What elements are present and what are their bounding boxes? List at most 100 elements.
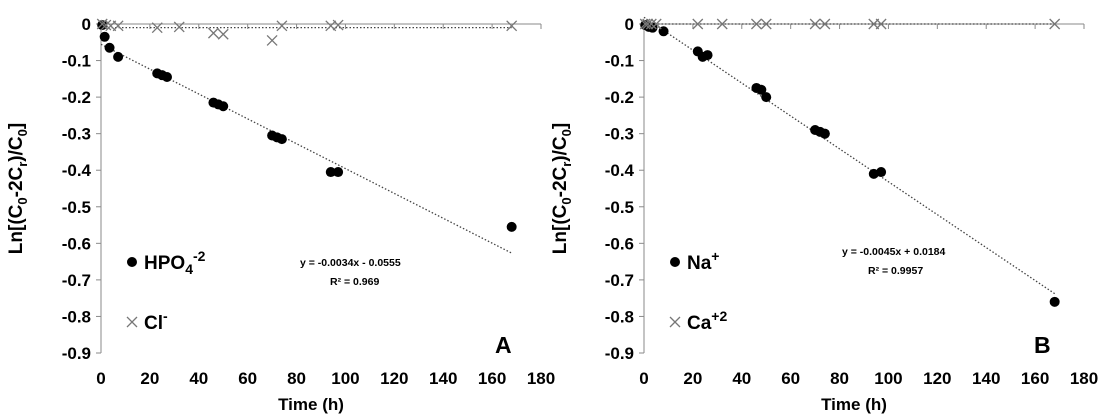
- y-tick-label: -0.2: [605, 88, 634, 107]
- y-axis-title-part: 0: [559, 129, 574, 136]
- series-x: [639, 18, 1061, 30]
- y-axis-title: Ln[(C0-2Cr)/C0]: [6, 123, 30, 254]
- x-tick-label: 80: [287, 369, 306, 388]
- legend-label: Cl-: [144, 308, 168, 334]
- y-axis-title-part: Ln[(C: [550, 204, 571, 254]
- y-axis-title: Ln[(C0-2Cr)/C0]: [550, 123, 574, 254]
- data-point: [756, 84, 767, 95]
- data-point: [760, 18, 772, 30]
- x-tick-label: 100: [874, 369, 902, 388]
- legend-entry: Cl-: [126, 308, 168, 334]
- y-tick-label: -0.1: [605, 52, 634, 71]
- legend-label-sup: +2: [711, 308, 727, 324]
- data-point: [702, 50, 713, 61]
- trendline-equation: y = -0.0034x - 0.0555: [300, 257, 401, 269]
- data-point: [276, 20, 288, 32]
- y-axis-title-part: ]: [6, 123, 27, 129]
- legend-label-base: Na: [687, 253, 712, 274]
- legend-entry: HPO4-2: [127, 248, 206, 277]
- x-axis-title: Time (h): [821, 395, 887, 414]
- x-tick-label: 60: [238, 369, 257, 388]
- x-tick-label: 180: [1070, 369, 1098, 388]
- x-tick-label: 20: [683, 369, 702, 388]
- data-point: [104, 42, 115, 53]
- x-tick-label: 120: [923, 369, 951, 388]
- legend-entry: Ca+2: [669, 308, 727, 334]
- legend-label-sup: -: [163, 308, 168, 324]
- x-tick-label: 40: [732, 369, 751, 388]
- y-axis-title-part: 0: [15, 129, 30, 136]
- data-point: [113, 51, 124, 62]
- legend-marker: [670, 257, 680, 267]
- y-tick-label: -0.2: [62, 88, 91, 107]
- data-point: [716, 18, 728, 30]
- legend-label-sub: 4: [185, 261, 193, 277]
- legend-label-base: Ca: [687, 313, 712, 334]
- legend-label: Ca+2: [687, 308, 727, 334]
- y-tick-label: 0: [82, 15, 91, 34]
- y-axis-title-part: r: [15, 162, 30, 167]
- legend-label: Na+: [687, 248, 719, 274]
- x-tick-label: 100: [331, 369, 359, 388]
- y-axis-title-part: -2C: [550, 166, 571, 197]
- legend-label-base: HPO: [144, 253, 185, 274]
- legend-marker: [126, 316, 138, 328]
- data-point: [876, 167, 887, 178]
- y-tick-label: -0.5: [62, 198, 91, 217]
- panel-label: B: [1034, 332, 1051, 358]
- x-tick-label: 0: [96, 369, 105, 388]
- y-axis-title-part: -2C: [6, 166, 27, 197]
- data-point: [1049, 296, 1060, 307]
- y-axis-title-part: ]: [550, 123, 571, 129]
- series-x: [96, 18, 518, 46]
- x-tick-label: 140: [429, 369, 457, 388]
- data-point: [97, 20, 108, 31]
- y-tick-label: -0.7: [62, 271, 91, 290]
- chart-panel-a: 0 -0.1 -0.2 -0.3 -0.4 -0.5 -0.6 -0.7 -0.8 -0.9 0 20…: [6, 15, 555, 414]
- y-tick-label: -0.8: [62, 307, 91, 326]
- data-point: [692, 18, 704, 30]
- y-tick-label: -0.9: [605, 344, 634, 363]
- legend-entry: Na+: [670, 248, 719, 274]
- data-point: [99, 31, 110, 42]
- x-tick-label: 0: [639, 369, 648, 388]
- panel-label: A: [495, 332, 512, 358]
- legend-label-base: Cl: [144, 313, 163, 334]
- legend-marker: [127, 257, 137, 267]
- y-axis-title-part: 0: [15, 197, 30, 204]
- data-point: [1049, 18, 1061, 30]
- y-axis-title-part: )/C: [6, 136, 27, 162]
- data-point: [809, 18, 821, 30]
- y-tick-label: -0.4: [605, 161, 635, 180]
- y-tick-label: -0.3: [62, 125, 91, 144]
- data-point: [218, 101, 229, 112]
- y-tick-label: -0.4: [62, 161, 92, 180]
- y-tick-label: -0.3: [605, 125, 634, 144]
- data-point: [112, 20, 124, 32]
- data-point: [173, 21, 185, 33]
- trendline-equation: y = -0.0045x + 0.0184: [842, 246, 945, 258]
- legend-marker: [669, 316, 681, 328]
- data-point: [332, 19, 344, 31]
- y-tick-label: -0.6: [62, 234, 91, 253]
- data-point: [151, 22, 163, 34]
- y-tick-label: -0.8: [605, 307, 634, 326]
- data-point: [819, 18, 831, 30]
- legend-label: HPO4-2: [144, 248, 206, 277]
- data-point: [266, 34, 278, 46]
- data-point: [325, 167, 336, 178]
- data-point: [645, 18, 657, 30]
- data-point: [761, 92, 772, 103]
- y-axis-title-part: Ln[(C: [6, 204, 27, 254]
- data-point: [276, 134, 287, 145]
- data-point: [506, 221, 517, 232]
- series-circle: [97, 20, 517, 232]
- data-point: [819, 128, 830, 139]
- x-tick-label: 80: [830, 369, 849, 388]
- x-tick-label: 180: [527, 369, 555, 388]
- y-tick-label: -0.9: [62, 344, 91, 363]
- data-point: [750, 18, 762, 30]
- x-tick-label: 120: [380, 369, 408, 388]
- x-tick-label: 140: [972, 369, 1000, 388]
